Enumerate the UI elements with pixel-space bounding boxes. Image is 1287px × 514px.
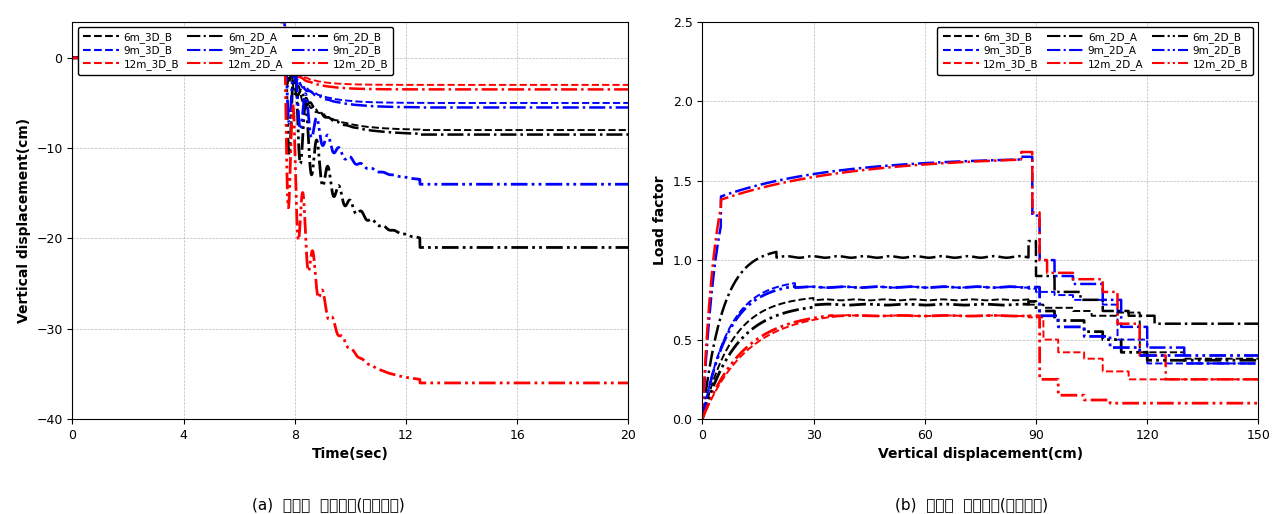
Y-axis label: Load factor: Load factor bbox=[653, 176, 667, 265]
X-axis label: Time(sec): Time(sec) bbox=[311, 447, 389, 462]
Legend: 6m_3D_B, 9m_3D_B, 12m_3D_B, 6m_2D_A, 9m_2D_A, 12m_2D_A, 6m_2D_B, 9m_2D_B, 12m_2D: 6m_3D_B, 9m_3D_B, 12m_3D_B, 6m_2D_A, 9m_… bbox=[77, 27, 394, 75]
Y-axis label: Vertical displacement(cm): Vertical displacement(cm) bbox=[17, 118, 31, 323]
Text: (a)  비선형  동적해석(내부기둥): (a) 비선형 동적해석(내부기둥) bbox=[252, 497, 404, 512]
X-axis label: Vertical displacement(cm): Vertical displacement(cm) bbox=[878, 447, 1082, 462]
Text: (b)  비선형  정적해석(내부기둥): (b) 비선형 정적해석(내부기둥) bbox=[896, 497, 1048, 512]
Legend: 6m_3D_B, 9m_3D_B, 12m_3D_B, 6m_2D_A, 9m_2D_A, 12m_2D_A, 6m_2D_B, 9m_2D_B, 12m_2D: 6m_3D_B, 9m_3D_B, 12m_3D_B, 6m_2D_A, 9m_… bbox=[937, 27, 1254, 75]
